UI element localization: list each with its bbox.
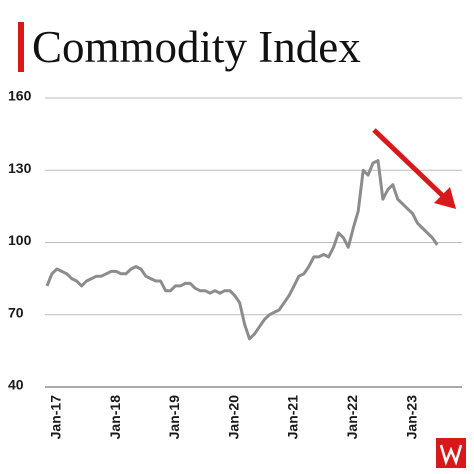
y-tick-label: 100: [8, 232, 32, 248]
data-line: [45, 159, 439, 341]
x-tick-label: Jan-18: [107, 395, 123, 440]
y-tick-label: 70: [8, 304, 24, 320]
y-tick-label: 130: [8, 160, 32, 176]
arrow-head: [434, 187, 456, 209]
logo: [436, 438, 466, 468]
y-tick-label: 160: [8, 88, 32, 104]
x-tick-label: Jan-17: [48, 395, 64, 440]
y-tick-label: 40: [8, 377, 24, 393]
plot-area: 40 70 100 130 160 Jan-17 Jan-18 Jan-19 Jan-20 Jan…: [8, 88, 462, 440]
title-accent: [18, 22, 24, 72]
x-tick-label: Jan-19: [166, 395, 182, 440]
x-tick-label: Jan-23: [403, 395, 419, 440]
x-tick-label: Jan-21: [285, 395, 301, 440]
trend-arrow: [372, 128, 456, 209]
x-tick-label: Jan-22: [344, 395, 360, 440]
logo-mark: [439, 444, 463, 466]
chart-title: Commodity Index: [32, 22, 361, 72]
arrow-shaft: [372, 128, 446, 199]
x-tick-label: Jan-20: [225, 395, 241, 440]
